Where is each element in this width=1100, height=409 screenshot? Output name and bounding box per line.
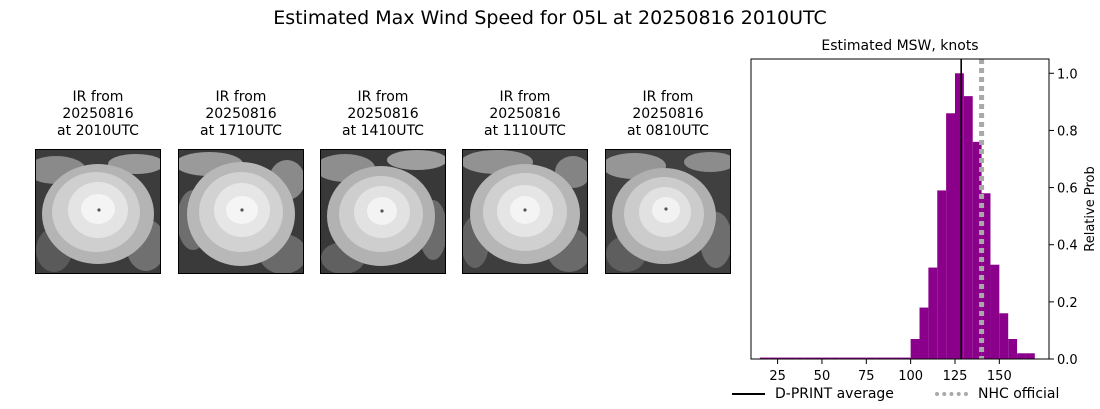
y-tick-label: 0.6 (1057, 182, 1078, 197)
ir-panel-1: IR from 20250816 at 2010UTC (35, 89, 161, 274)
histogram-bar (866, 357, 876, 359)
ir-panel-5: IR from 20250816 at 0810UTC (605, 89, 731, 274)
ir-label-date: 20250816 (632, 106, 704, 122)
histogram-bar (768, 357, 778, 359)
histogram-bar (1025, 353, 1035, 359)
legend-item-nhc: NHC official (935, 386, 1059, 402)
ir-label-line1: IR from (357, 89, 409, 105)
legend-label-dprint: D-PRINT average (775, 386, 894, 402)
y-tick-label: 0.2 (1057, 296, 1078, 311)
histogram-bar (848, 357, 858, 359)
histogram-bar (759, 357, 769, 359)
ir-satellite-image (35, 149, 161, 274)
y-axis-label: Relative Prob (1083, 166, 1098, 251)
x-tick-label: 150 (987, 369, 1012, 384)
histogram-bar (875, 357, 885, 359)
y-tick-label: 0.8 (1057, 124, 1078, 139)
histogram-bar (813, 357, 822, 359)
ir-label-line1: IR from (72, 89, 124, 105)
ir-label-time: at 1410UTC (342, 123, 424, 139)
ir-label-time: at 1710UTC (200, 123, 282, 139)
histogram-bar (946, 113, 955, 360)
ir-panel-label: IR from 20250816 at 2010UTC (35, 89, 161, 140)
ir-label-date: 20250816 (62, 106, 134, 122)
histogram-bar (839, 357, 849, 359)
y-tick-label: 1.0 (1057, 67, 1078, 82)
x-tick-label: 50 (814, 369, 831, 384)
histogram-bar (804, 357, 814, 359)
histogram-bar (981, 193, 991, 359)
page-title: Estimated Max Wind Speed for 05L at 2025… (273, 7, 827, 29)
y-tick-label: 0.4 (1057, 239, 1078, 254)
histogram-bar (777, 357, 787, 359)
ir-label-time: at 0810UTC (627, 123, 709, 139)
ir-satellite-image (605, 149, 731, 274)
chart-legend: D-PRINT average NHC official (727, 384, 1087, 408)
x-tick-label: 25 (769, 369, 786, 384)
ir-panel-label: IR from 20250816 at 1710UTC (178, 89, 304, 140)
legend-item-dprint: D-PRINT average (732, 386, 894, 402)
histogram-bar (919, 307, 929, 359)
ir-panel-label: IR from 20250816 at 1110UTC (462, 89, 588, 140)
ir-label-line1: IR from (215, 89, 267, 105)
legend-swatch-dotted-line (935, 392, 968, 396)
y-tick-label: 0.0 (1057, 353, 1078, 368)
ir-satellite-image (462, 149, 588, 274)
histogram-bar (795, 357, 805, 359)
ir-label-date: 20250816 (489, 106, 561, 122)
histogram-bar (786, 357, 796, 359)
legend-label-nhc: NHC official (978, 386, 1060, 402)
histogram-bar (999, 313, 1009, 359)
histogram-bar (954, 73, 964, 360)
histogram-bar (972, 141, 982, 359)
histogram-bar (901, 357, 911, 359)
histogram-bar (884, 357, 893, 359)
histogram-bar (821, 357, 831, 359)
ir-label-line1: IR from (499, 89, 551, 105)
histogram-bar (1008, 339, 1018, 359)
histogram-bar (937, 190, 947, 359)
ir-label-time: at 1110UTC (484, 123, 566, 139)
histogram-bar (892, 357, 902, 359)
x-tick-label: 100 (898, 369, 923, 384)
ir-label-time: at 2010UTC (57, 123, 139, 139)
ir-panel-2: IR from 20250816 at 1710UTC (178, 89, 304, 274)
plot-frame (750, 58, 1050, 360)
histogram-bar (857, 357, 867, 359)
x-tick-label: 75 (858, 369, 875, 384)
legend-swatch-solid-line (732, 393, 765, 395)
histogram-bar (910, 339, 920, 359)
histogram-bar (990, 264, 1000, 359)
ir-label-date: 20250816 (347, 106, 419, 122)
ir-panel-label: IR from 20250816 at 1410UTC (320, 89, 446, 140)
histogram-bar (928, 267, 938, 359)
ir-satellite-image (320, 149, 446, 274)
x-tick-label: 125 (943, 369, 968, 384)
histogram-bar (830, 357, 840, 359)
ir-satellite-image (178, 149, 304, 274)
ir-panel-4: IR from 20250816 at 1110UTC (462, 89, 588, 274)
ir-label-date: 20250816 (205, 106, 277, 122)
chart-title: Estimated MSW, knots (821, 38, 978, 54)
ir-panel-label: IR from 20250816 at 0810UTC (605, 89, 731, 140)
histogram-bar (963, 96, 973, 360)
ir-label-line1: IR from (642, 89, 694, 105)
histogram-bar (1017, 353, 1026, 359)
ir-panel-3: IR from 20250816 at 1410UTC (320, 89, 446, 274)
